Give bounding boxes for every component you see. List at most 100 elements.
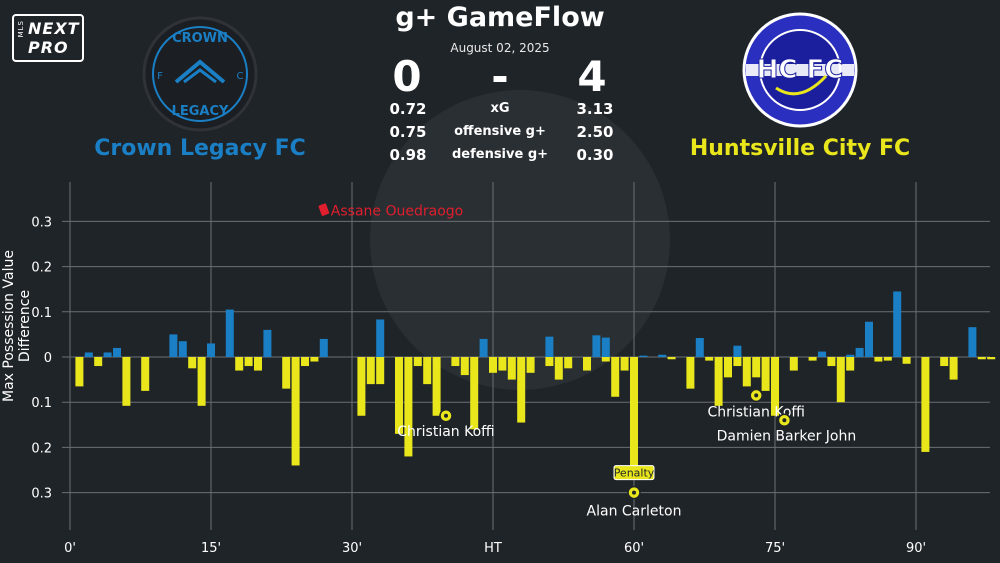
- stat-label-defensive: defensive g+: [430, 147, 570, 162]
- bar: [197, 357, 206, 406]
- home-crest-bottom: LEGACY: [172, 104, 229, 119]
- bar: [686, 357, 695, 389]
- home-crest-left: F: [157, 71, 163, 82]
- home-team-name: Crown Legacy FC: [94, 136, 306, 161]
- chart-bars: [75, 291, 996, 480]
- bar: [545, 336, 554, 357]
- bar: [225, 309, 234, 357]
- bar: [84, 352, 93, 357]
- bar: [554, 357, 563, 380]
- bar: [207, 343, 215, 357]
- bar: [517, 357, 526, 423]
- bar: [761, 357, 770, 391]
- bar: [771, 357, 779, 416]
- bar: [977, 357, 986, 360]
- bar: [470, 357, 479, 430]
- bar: [987, 357, 996, 360]
- bar: [846, 354, 855, 357]
- bar: [752, 357, 761, 378]
- bar: [545, 357, 554, 367]
- y-tick-label: 0.3: [31, 215, 52, 230]
- bar: [291, 357, 300, 466]
- stat-label-offensive: offensive g+: [430, 124, 570, 139]
- bar: [921, 357, 930, 452]
- away-xg: 3.13: [576, 100, 614, 118]
- bar: [742, 357, 751, 387]
- bar: [733, 357, 742, 367]
- bar: [489, 357, 497, 373]
- home-score: 0: [392, 52, 422, 101]
- logo-line-2: PRO: [28, 38, 69, 57]
- bar: [808, 357, 817, 361]
- bar: [310, 357, 319, 362]
- bar: [827, 357, 836, 367]
- x-tick-label: 15': [201, 541, 221, 556]
- away-defensive-g: 0.30: [555, 146, 635, 164]
- x-tick-label: 0': [64, 541, 76, 556]
- bar: [244, 357, 253, 367]
- away-team-name: Huntsville City FC: [689, 136, 911, 161]
- logo-line-1: NEXT: [28, 19, 80, 38]
- bar: [874, 357, 883, 362]
- bar: [413, 357, 422, 367]
- home-crest-top: CROWN: [172, 31, 228, 46]
- page-title: g+ GameFlow: [395, 2, 605, 33]
- bar: [423, 357, 432, 385]
- x-tick-label: 30': [342, 541, 362, 556]
- goal-ball-icon: [632, 490, 636, 495]
- penalty-tag: [613, 465, 655, 481]
- y-tick-label: 0.3: [31, 487, 52, 502]
- bar: [141, 357, 150, 391]
- x-tick-label: 75': [765, 541, 785, 556]
- bar: [376, 319, 385, 357]
- goal-ball-icon: [754, 393, 759, 398]
- bar: [695, 338, 704, 357]
- bar: [122, 357, 131, 406]
- bar: [630, 357, 638, 480]
- bar: [940, 357, 949, 367]
- away-score: 4: [577, 52, 607, 101]
- bar: [169, 334, 178, 357]
- bar: [968, 327, 977, 357]
- bar: [601, 357, 610, 362]
- bar: [836, 357, 845, 403]
- away-offensive-g: 2.50: [555, 123, 635, 141]
- bar: [404, 357, 413, 457]
- bar: [357, 357, 366, 416]
- bar: [893, 291, 902, 357]
- bar: [705, 357, 714, 361]
- bar: [658, 354, 667, 357]
- bar: [235, 357, 244, 371]
- bar: [432, 357, 441, 416]
- annotation-label: Alan Carleton: [587, 504, 682, 520]
- mls-next-pro-logo: MLS NEXT PRO: [12, 14, 84, 62]
- bar: [865, 321, 873, 357]
- chart-annotations: Assane Ouedraogo Christian Koffi Penalty Al…: [318, 203, 857, 520]
- bar: [601, 337, 610, 357]
- annotation-label: Damien Barker John: [717, 428, 857, 444]
- y-tick-label: 0.2: [31, 261, 52, 276]
- bar: [188, 357, 197, 369]
- bar: [282, 357, 291, 389]
- watermark-icon: [370, 90, 670, 390]
- match-date: August 02, 2025: [450, 41, 550, 55]
- bar: [94, 357, 103, 367]
- bar: [714, 357, 723, 406]
- y-tick-label: 0: [44, 351, 52, 366]
- home-offensive-g: 0.75: [389, 123, 427, 141]
- bar: [789, 357, 798, 371]
- away-crest: HC FC: [742, 12, 858, 128]
- bar: [620, 357, 629, 371]
- x-tick-label: 90': [906, 541, 926, 556]
- bar: [395, 357, 403, 434]
- red-card-icon: [318, 203, 330, 216]
- home-defensive-g: 0.98: [368, 146, 448, 164]
- bar: [75, 357, 84, 387]
- bar: [526, 357, 535, 373]
- bar: [733, 345, 742, 357]
- chart-axes: 0' 15' 30' HT 60' 75' 90' 0.3 0.2 0.1 0 0.1 0.2 0.3: [31, 215, 926, 556]
- bar: [254, 357, 262, 371]
- bar: [319, 338, 328, 357]
- bar: [949, 357, 958, 380]
